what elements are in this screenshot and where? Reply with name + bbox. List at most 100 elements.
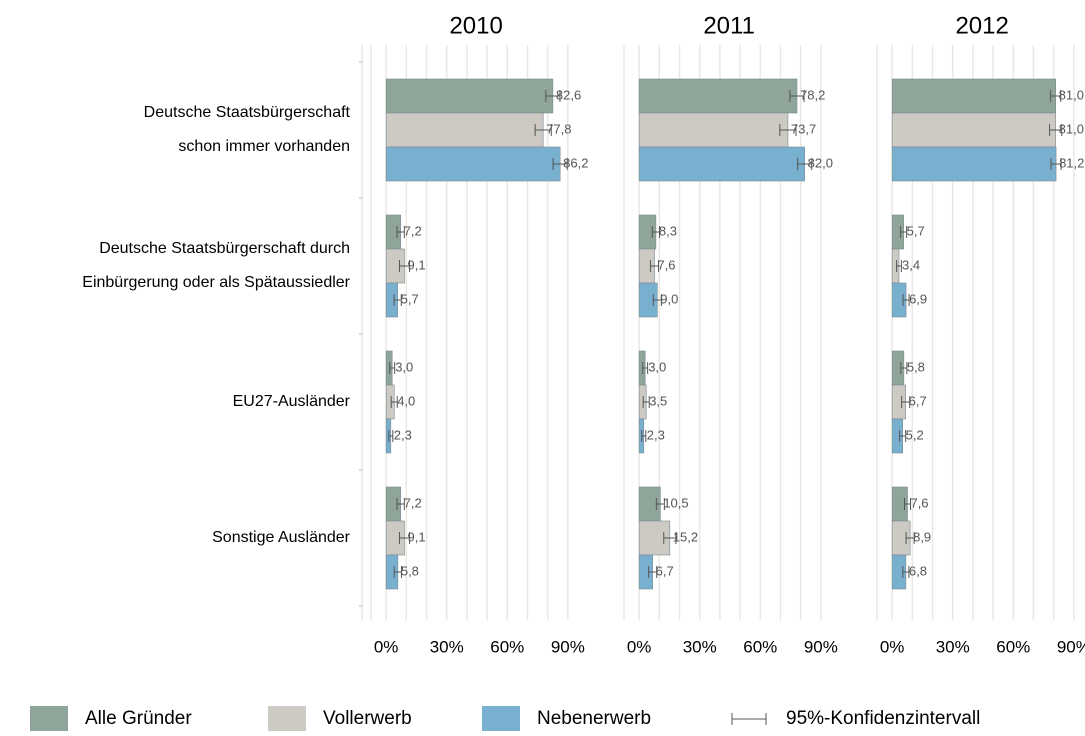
x-tick-label: 30% <box>430 637 464 656</box>
error-bar <box>552 158 568 170</box>
legend-label: 95%-Konfidenzintervall <box>786 708 980 729</box>
error-bar <box>900 362 908 374</box>
bar <box>385 112 544 148</box>
value-label: 3,5 <box>649 393 667 408</box>
value-label: 3,4 <box>902 257 920 272</box>
error-bar <box>903 498 912 510</box>
category-label: Deutsche Staatsbürgerschaft durch <box>99 240 350 257</box>
category-label: Sonstige Ausländer <box>212 529 351 546</box>
x-tick-label: 0% <box>880 637 905 656</box>
value-label: 6,8 <box>909 563 927 578</box>
x-tick-label: 60% <box>743 637 777 656</box>
value-label: 78,2 <box>800 87 825 102</box>
legend-label: Vollerwerb <box>323 708 412 729</box>
bar <box>385 78 554 114</box>
error-bar <box>534 124 552 136</box>
error-bar <box>641 430 647 442</box>
value-label: 2,3 <box>647 427 665 442</box>
bar <box>638 112 789 148</box>
error-bar <box>642 362 649 374</box>
error-bar <box>642 396 650 408</box>
error-bar <box>789 90 805 102</box>
category-label: EU27-Ausländer <box>233 393 351 410</box>
x-tick-label: 0% <box>374 637 399 656</box>
value-label: 10,5 <box>663 495 688 510</box>
error-bar <box>899 430 907 442</box>
value-label: 6,9 <box>909 291 927 306</box>
value-label: 81,0 <box>1059 87 1084 102</box>
value-label: 6,7 <box>909 393 927 408</box>
category-label: Einbürgerung oder als Spätaussiedler <box>82 274 350 291</box>
error-bar <box>398 532 411 544</box>
error-bar <box>396 226 405 238</box>
value-label: 7,2 <box>404 495 422 510</box>
bar <box>891 112 1056 148</box>
value-label: 5,2 <box>906 427 924 442</box>
value-label: 9,1 <box>408 529 426 544</box>
panel-title: 2010 <box>449 12 502 39</box>
x-tick-label: 90% <box>804 637 838 656</box>
error-bar <box>655 498 665 510</box>
legend-swatch <box>268 706 306 732</box>
value-label: 5,8 <box>907 359 925 374</box>
value-label: 73,7 <box>791 121 816 136</box>
legend-swatch <box>482 706 520 732</box>
bar <box>385 146 561 182</box>
value-label: 5,8 <box>401 563 419 578</box>
value-label: 7,2 <box>404 223 422 238</box>
error-bar <box>393 294 402 306</box>
x-tick-label: 0% <box>627 637 652 656</box>
value-label: 86,2 <box>563 155 588 170</box>
panel-title: 2011 <box>703 12 755 39</box>
value-label: 15,2 <box>673 529 698 544</box>
value-label: 3,0 <box>648 359 666 374</box>
error-bar <box>545 90 561 102</box>
x-tick-label: 30% <box>683 637 717 656</box>
panel-title: 2012 <box>955 12 1008 39</box>
error-bar <box>905 532 915 544</box>
value-label: 81,2 <box>1059 155 1084 170</box>
value-label: 81,0 <box>1059 121 1084 136</box>
value-label: 5,7 <box>907 223 925 238</box>
error-bar <box>896 260 902 272</box>
value-label: 82,6 <box>556 87 581 102</box>
error-bar <box>393 566 402 578</box>
error-bar <box>648 566 658 578</box>
error-bar <box>902 566 910 578</box>
value-label: 3,0 <box>395 359 413 374</box>
x-tick-label: 90% <box>551 637 585 656</box>
error-bar <box>652 294 662 306</box>
value-label: 7,6 <box>657 257 675 272</box>
value-label: 5,7 <box>401 291 419 306</box>
x-tick-label: 60% <box>996 637 1030 656</box>
error-bar <box>1050 90 1062 102</box>
value-label: 77,8 <box>546 121 571 136</box>
category-label: schon immer vorhanden <box>178 138 350 155</box>
error-bar <box>1049 124 1063 136</box>
value-label: 2,3 <box>394 427 412 442</box>
value-label: 8,3 <box>659 223 677 238</box>
value-label: 9,0 <box>660 291 678 306</box>
error-bar <box>390 396 398 408</box>
value-label: 82,0 <box>808 155 833 170</box>
error-bar <box>649 260 660 272</box>
bar <box>638 146 805 182</box>
category-label: Deutsche Staatsbürgerschaft <box>144 104 351 121</box>
x-tick-label: 30% <box>936 637 970 656</box>
x-tick-label: 90% <box>1057 637 1085 656</box>
bar <box>891 78 1056 114</box>
error-bar <box>396 498 405 510</box>
error-bar <box>901 396 911 408</box>
bar <box>891 146 1057 182</box>
value-label: 4,0 <box>397 393 415 408</box>
error-bar <box>663 532 677 544</box>
value-label: 6,7 <box>656 563 674 578</box>
bar <box>638 78 798 114</box>
value-label: 9,1 <box>408 257 426 272</box>
error-bar <box>900 226 908 238</box>
error-bar <box>797 158 813 170</box>
legend-label: Alle Gründer <box>85 708 192 729</box>
error-bar <box>389 362 396 374</box>
error-bar <box>388 430 394 442</box>
